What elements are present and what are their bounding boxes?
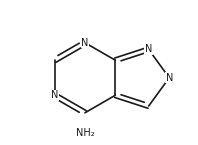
Text: NH₂: NH₂ bbox=[76, 128, 94, 138]
Text: N: N bbox=[166, 73, 173, 83]
Text: N: N bbox=[145, 44, 152, 54]
Text: N: N bbox=[51, 90, 58, 100]
Text: N: N bbox=[81, 38, 89, 48]
